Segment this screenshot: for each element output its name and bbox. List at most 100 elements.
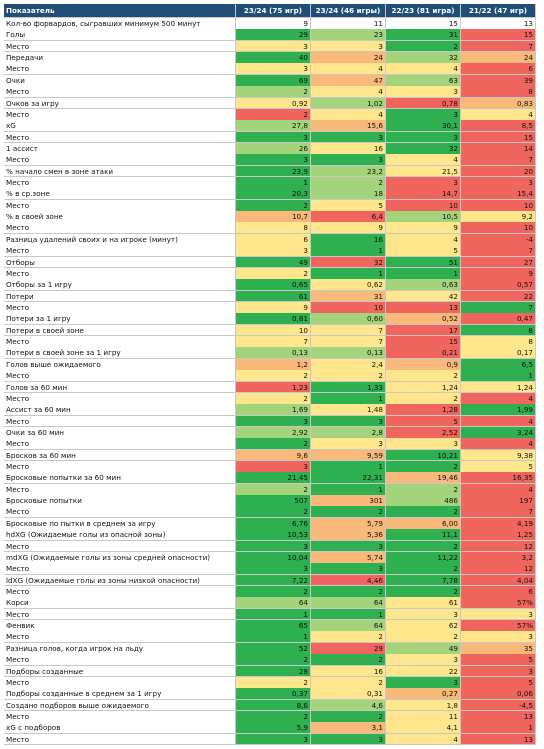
value-cell: 1,8 [386, 699, 461, 712]
value-cell: 3 [236, 733, 311, 746]
value-cell: 3 [311, 154, 386, 167]
value-cell: 23 [311, 29, 386, 42]
value-cell: 2 [311, 506, 386, 519]
value-cell: 8,5 [461, 120, 536, 132]
value-cell: 3 [461, 608, 536, 621]
value-cell: 1,2 [236, 358, 311, 371]
header-cell: Показатель [4, 4, 236, 18]
value-cell: 5,74 [311, 551, 386, 564]
value-cell: 52 [236, 642, 311, 655]
value-cell: 5 [311, 199, 386, 212]
label-cell: Очки за 60 мин [4, 426, 236, 439]
label-cell: Место [4, 608, 236, 621]
value-cell: 16 [311, 142, 386, 155]
label-cell: Место [4, 131, 236, 144]
value-cell: 0,9 [386, 358, 461, 371]
label-cell: % в ср.зоне [4, 188, 236, 201]
value-cell: 3 [236, 461, 311, 473]
label-cell: Место [4, 86, 236, 98]
value-cell: 57% [461, 620, 536, 632]
value-cell: 0,47 [461, 313, 536, 326]
value-cell: 10 [311, 302, 386, 314]
value-cell: 3 [311, 415, 386, 428]
value-cell: 29 [311, 642, 386, 655]
value-cell: 2 [311, 586, 386, 598]
header-cell: 23/24 (75 игр) [236, 4, 311, 18]
label-cell: Потери в своей зоне [4, 324, 236, 337]
label-cell: mdXG (Ожидаемые голы из зоны средней опа… [4, 551, 236, 564]
value-cell: 7 [311, 324, 386, 337]
value-cell: 7 [461, 302, 536, 314]
value-cell: 3 [311, 438, 386, 451]
value-cell: 3 [236, 245, 311, 257]
value-cell: 9 [236, 18, 311, 30]
value-cell: 2 [386, 563, 461, 576]
value-cell: 7 [461, 40, 536, 53]
label-cell: Бросковые попытки за 60 мин [4, 472, 236, 485]
value-cell: 2 [236, 267, 311, 280]
header-cell: 23/24 (46 игры) [311, 4, 386, 18]
value-cell: 5 [386, 415, 461, 428]
label-cell: Потери в своей зоне за 1 игру [4, 347, 236, 360]
value-cell: 3 [461, 177, 536, 189]
value-cell: 20,3 [236, 188, 311, 201]
value-cell: 3 [386, 608, 461, 621]
value-cell: 4 [386, 63, 461, 76]
value-cell: 2 [386, 631, 461, 644]
value-cell: 1 [236, 608, 311, 621]
value-cell: 0,13 [311, 347, 386, 360]
value-cell: 2 [386, 392, 461, 405]
value-cell: 2 [386, 461, 461, 473]
value-cell: 19,46 [386, 472, 461, 485]
value-cell: 13 [461, 18, 536, 30]
value-cell: 2 [236, 108, 311, 121]
value-cell: 0,78 [386, 97, 461, 110]
value-cell: 8 [461, 336, 536, 348]
value-cell: 3 [236, 154, 311, 167]
value-cell: 1,69 [236, 404, 311, 416]
value-cell: 3 [386, 438, 461, 451]
label-cell: Место [4, 267, 236, 280]
value-cell: 15 [461, 131, 536, 144]
value-cell: 32 [311, 256, 386, 269]
value-cell: 2 [386, 40, 461, 53]
label-cell: Место [4, 438, 236, 451]
value-cell: 21,5 [386, 165, 461, 178]
value-cell: 0,65 [236, 279, 311, 292]
value-cell: 24 [311, 52, 386, 64]
value-cell: 4 [461, 438, 536, 451]
value-cell: 2 [236, 370, 311, 382]
value-cell: 14,7 [386, 188, 461, 201]
value-cell: 0,63 [386, 279, 461, 292]
label-cell: Бросков за 60 мин [4, 449, 236, 462]
value-cell: 16 [311, 233, 386, 246]
label-cell: Ассист за 60 мин [4, 404, 236, 416]
value-cell: 1 [236, 631, 311, 644]
value-cell: 1,02 [311, 97, 386, 110]
value-cell: 65 [236, 620, 311, 632]
value-cell: 15,4 [461, 188, 536, 201]
label-cell: % в своей зоне [4, 211, 236, 223]
value-cell: 39 [461, 74, 536, 87]
value-cell: 32 [386, 52, 461, 64]
value-cell: 1,24 [386, 381, 461, 394]
label-cell: Место [4, 40, 236, 53]
value-cell: 2 [236, 586, 311, 598]
value-cell: 2 [386, 483, 461, 496]
value-cell: 2 [236, 86, 311, 98]
label-cell: Место [4, 676, 236, 689]
label-cell: Место [4, 631, 236, 644]
value-cell: 9,2 [461, 211, 536, 223]
label-cell: xG с подборов [4, 722, 236, 735]
label-cell: Место [4, 506, 236, 519]
value-cell: 1,48 [311, 404, 386, 416]
value-cell: 7 [461, 245, 536, 257]
value-cell: 2 [311, 676, 386, 689]
value-cell: 9,38 [461, 449, 536, 462]
value-cell: 10,53 [236, 529, 311, 541]
value-cell: 6 [461, 63, 536, 76]
value-cell: 197 [461, 495, 536, 507]
value-cell: 63 [386, 74, 461, 87]
label-cell: Место [4, 222, 236, 235]
label-cell: Место [4, 733, 236, 746]
